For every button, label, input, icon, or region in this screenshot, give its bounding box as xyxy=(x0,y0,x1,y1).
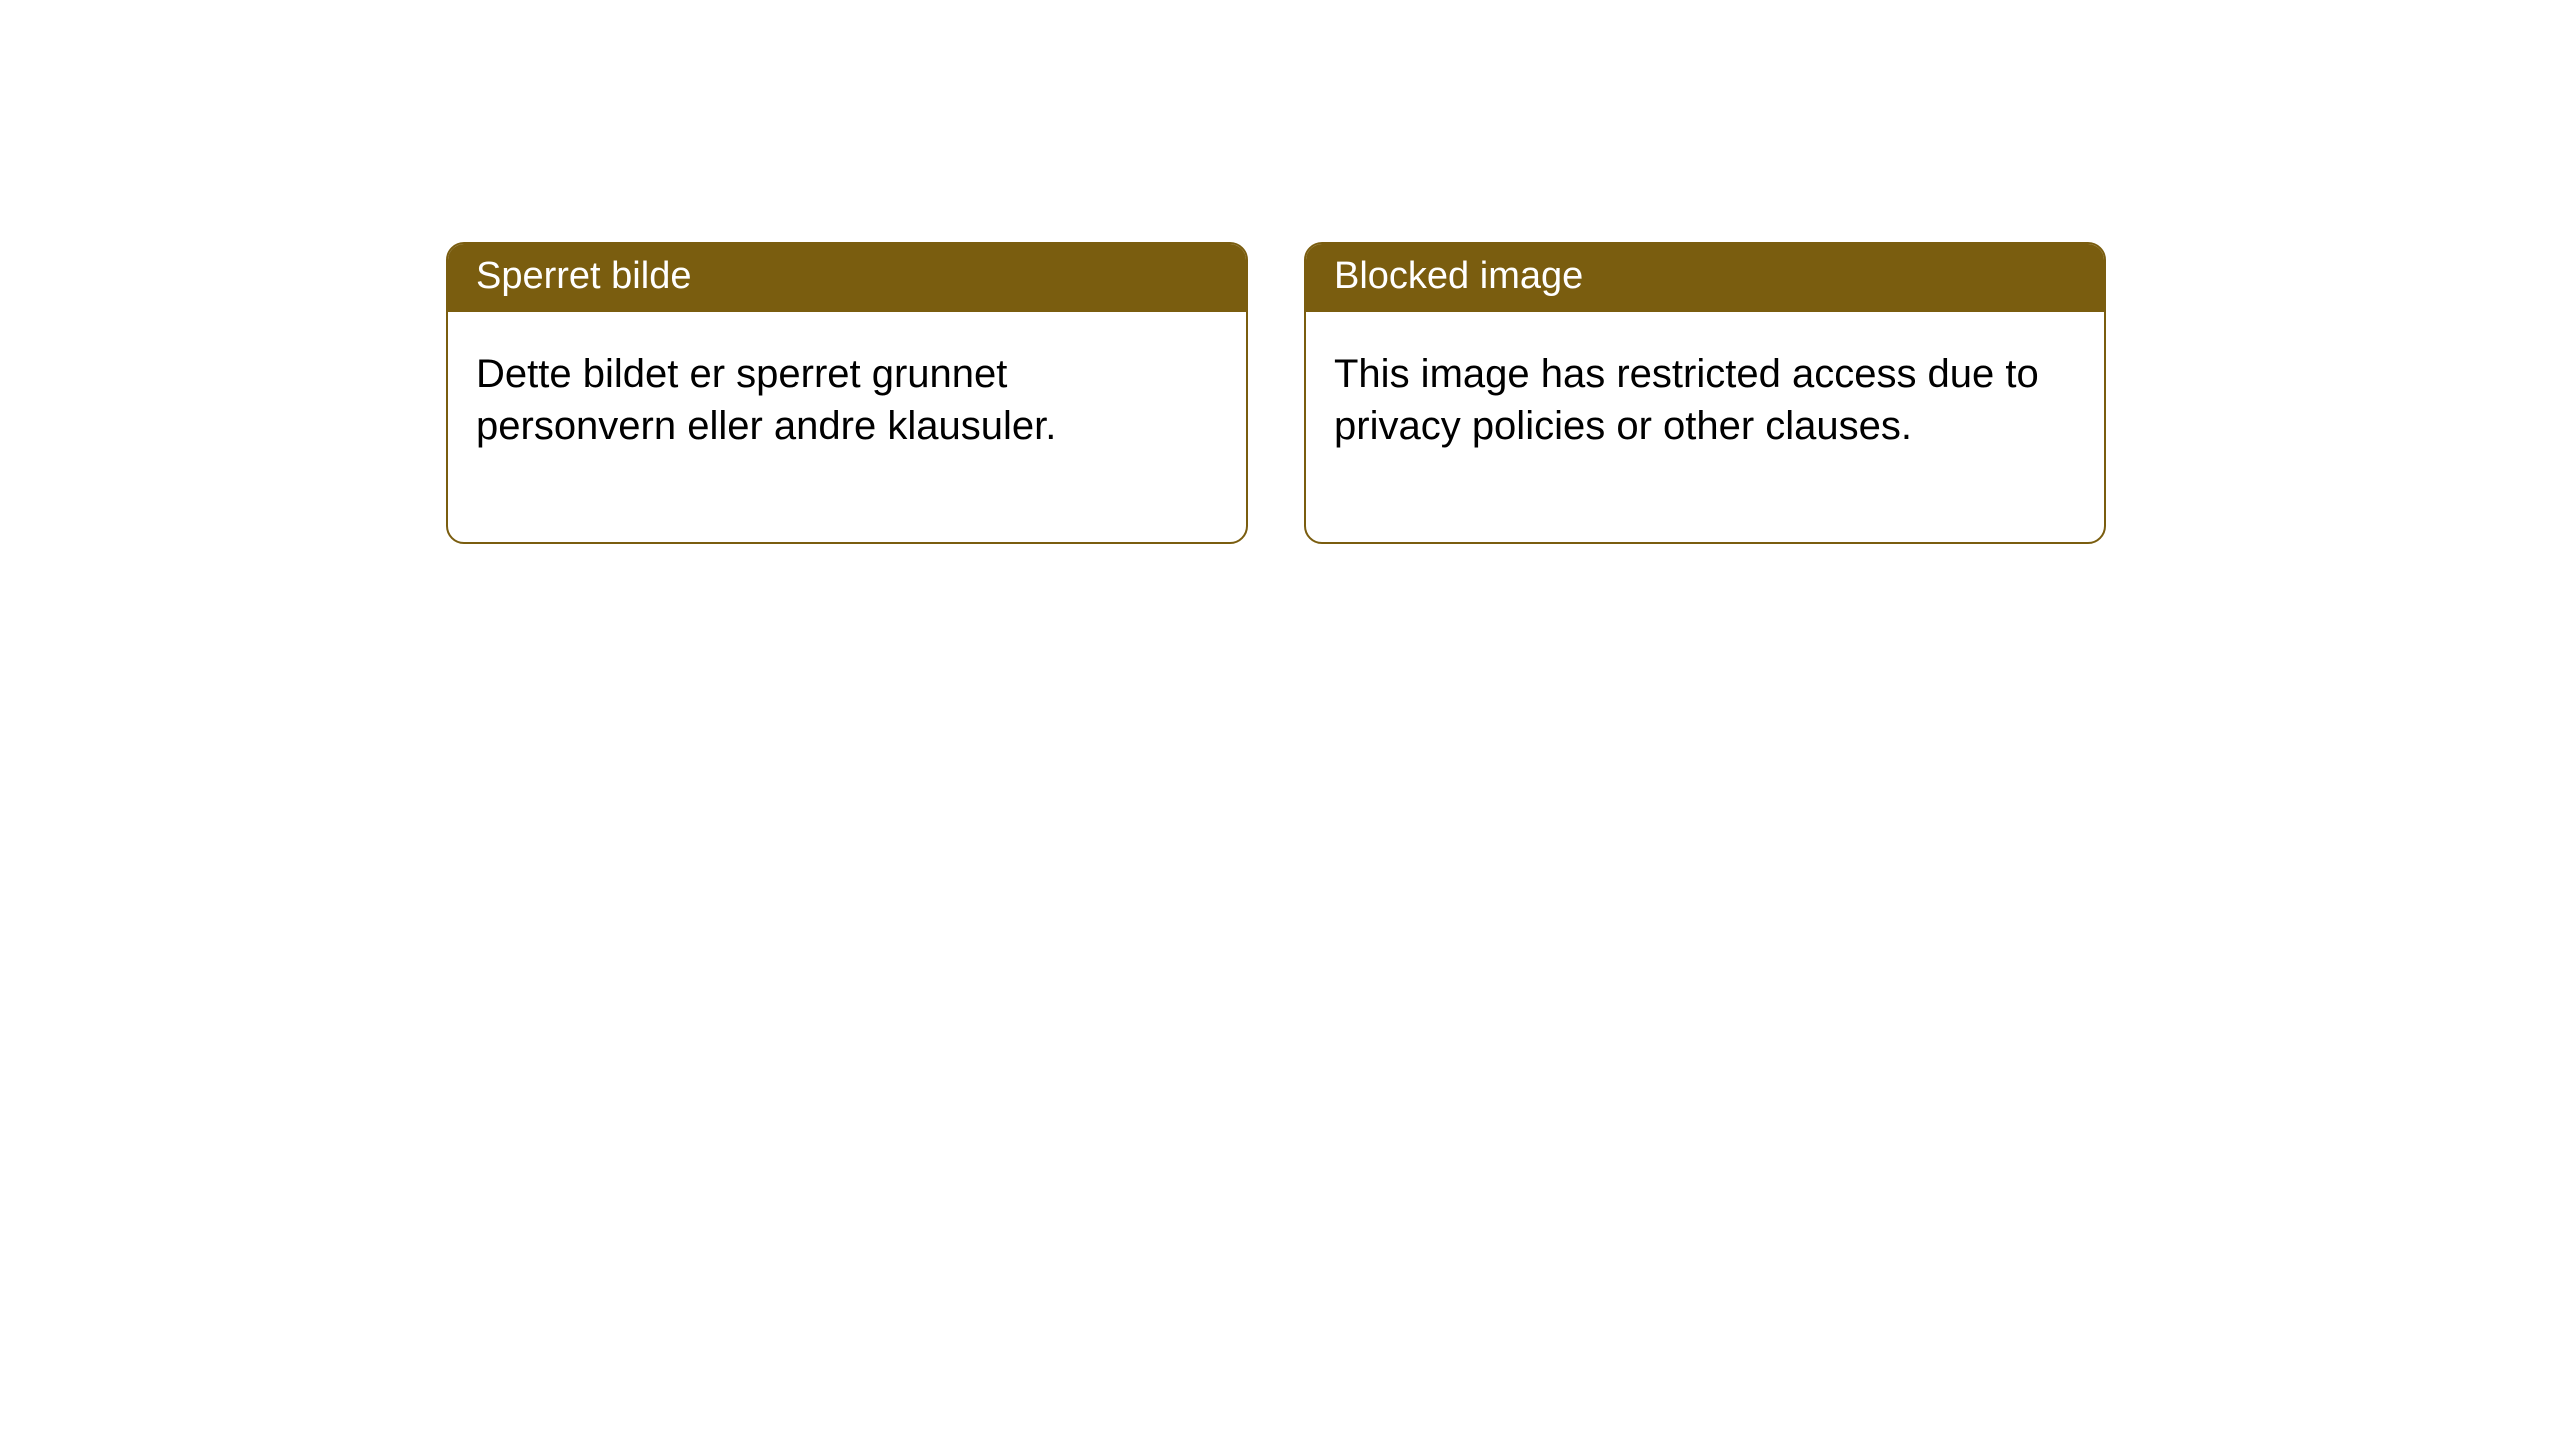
notice-card-english: Blocked image This image has restricted … xyxy=(1304,242,2106,544)
notice-card-norwegian: Sperret bilde Dette bildet er sperret gr… xyxy=(446,242,1248,544)
notice-body-norwegian: Dette bildet er sperret grunnet personve… xyxy=(448,312,1246,542)
notice-header-english: Blocked image xyxy=(1306,244,2104,312)
notice-cards-container: Sperret bilde Dette bildet er sperret gr… xyxy=(0,0,2560,544)
notice-header-norwegian: Sperret bilde xyxy=(448,244,1246,312)
notice-body-english: This image has restricted access due to … xyxy=(1306,312,2104,542)
